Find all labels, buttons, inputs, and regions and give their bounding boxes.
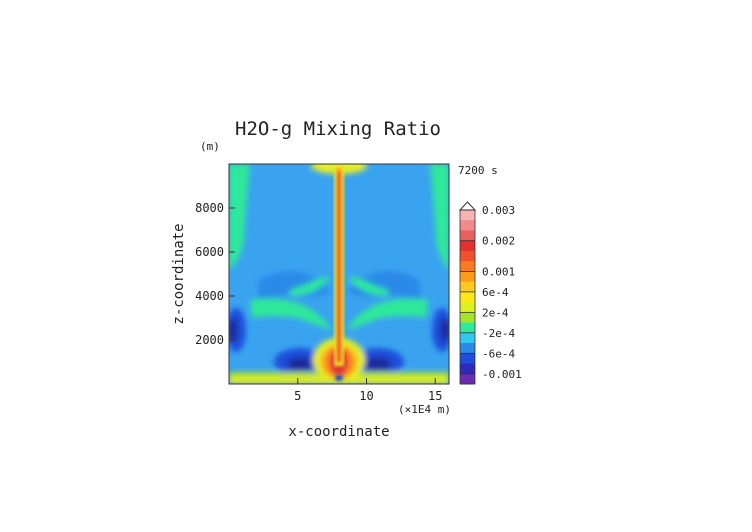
colorbar-label: 0.003 xyxy=(482,204,515,217)
colorbar-label: 6e-4 xyxy=(482,286,509,299)
colorbar-swatch xyxy=(460,322,475,334)
right-lower-core xyxy=(365,357,391,371)
right-green-arm-upper xyxy=(348,277,388,296)
colorbar-label: 0.002 xyxy=(482,235,515,248)
axes: 5 10 15 2000 4000 6000 8000 xyxy=(195,201,442,403)
x-unit-label: (×1E4 m) xyxy=(398,403,451,416)
right-upper-wing xyxy=(348,271,420,300)
colorbar-label: 0.001 xyxy=(482,265,515,278)
x-axis-label: x-coordinate xyxy=(288,424,389,440)
y-tick-label: 8000 xyxy=(195,201,224,215)
left-green-wall xyxy=(229,164,250,270)
colorbar-swatch xyxy=(460,312,475,324)
base-hole xyxy=(335,375,343,381)
time-label: 7200 s xyxy=(458,164,498,177)
left-green-arm-upper xyxy=(290,277,330,296)
colorbar-extend-arrow xyxy=(458,201,477,211)
colorbar-swatch xyxy=(460,281,475,293)
colorbar: 0.003 0.002 0.001 6e-4 2e-4 -2e-4 -6e-4 -0.001 xyxy=(458,201,522,385)
colorbar-swatch xyxy=(460,363,475,375)
x-tick-label: 10 xyxy=(359,389,373,403)
left-navy-core xyxy=(229,318,238,342)
plume-red xyxy=(337,172,341,362)
x-tick-label: 5 xyxy=(294,389,301,403)
colorbar-label: 2e-4 xyxy=(482,306,509,319)
colorbar-swatch xyxy=(460,291,475,303)
colorbar-swatch xyxy=(460,302,475,313)
colorbar-swatch xyxy=(460,353,475,365)
y-unit-label: (m) xyxy=(200,140,220,153)
colorbar-swatch xyxy=(460,240,475,252)
x-tick-label: 15 xyxy=(428,389,442,403)
colorbar-swatch xyxy=(460,210,475,221)
colorbar-label: -2e-4 xyxy=(482,327,515,340)
colorbar-swatch xyxy=(460,271,475,283)
y-axis-label: z-coordinate xyxy=(171,223,187,324)
colorbar-frame xyxy=(459,209,476,385)
y-tick-label: 6000 xyxy=(195,245,224,259)
colorbar-swatch xyxy=(460,332,475,344)
colorbar-label: -6e-4 xyxy=(482,347,515,360)
chart-title: H2O-g Mixing Ratio xyxy=(235,118,441,140)
plume xyxy=(334,166,344,381)
y-tick-label: 2000 xyxy=(195,333,224,347)
left-upper-wing xyxy=(258,271,330,300)
plot-area xyxy=(229,164,449,384)
left-lower-core xyxy=(287,357,313,371)
right-green-arm xyxy=(346,298,428,330)
colorbar-swatch xyxy=(460,373,475,385)
colorbar-swatch xyxy=(460,261,475,272)
right-navy-core xyxy=(440,318,449,342)
plot-frame xyxy=(228,163,450,385)
y-tick-label: 4000 xyxy=(195,289,224,303)
colorbar-swatch xyxy=(460,220,475,231)
colorbar-label: -0.001 xyxy=(482,368,522,381)
colorbar-swatch xyxy=(460,250,475,262)
colorbar-swatch xyxy=(460,343,475,354)
right-green-wall xyxy=(430,164,449,270)
left-green-arm xyxy=(250,298,332,330)
colorbar-swatch xyxy=(460,230,475,242)
